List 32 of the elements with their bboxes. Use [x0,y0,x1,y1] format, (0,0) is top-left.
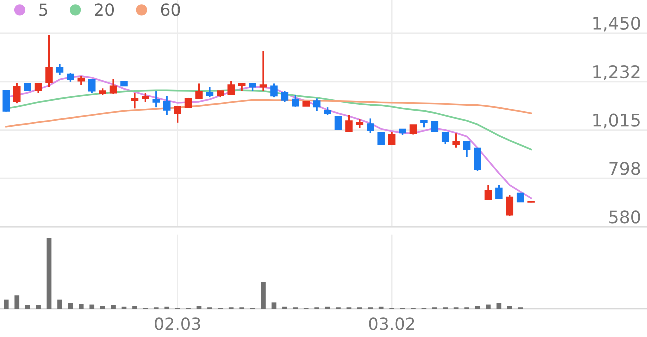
bar [507,306,512,310]
bar [36,306,41,310]
bar [25,306,30,310]
legend-label: 60 [161,4,180,16]
legend-label: 20 [95,4,114,16]
bar [496,303,502,310]
bar [378,306,384,310]
bar [100,306,106,310]
y-tick-label: 1,450 [594,16,640,32]
bar [132,306,138,310]
legend-label: 5 [40,4,48,16]
bar [68,303,74,310]
bar [486,304,491,310]
bar [164,306,170,310]
bar [4,300,9,310]
y-tick-label: 1,232 [594,65,640,80]
bar [272,302,277,310]
bar [90,304,95,310]
bar [196,306,202,310]
x-tick-label: 02.03 [155,318,200,330]
y-tick-label: 1,015 [594,114,640,129]
bar [46,238,52,310]
bar [282,306,288,310]
x-tick-label: 03.02 [369,318,414,330]
bar [261,282,266,310]
bar [79,304,84,310]
y-tick-label: 798 [610,162,640,176]
bar [111,306,116,310]
bar [58,300,62,310]
bar [475,306,480,310]
bar [14,296,20,310]
y-tick-label: 580 [610,210,640,224]
